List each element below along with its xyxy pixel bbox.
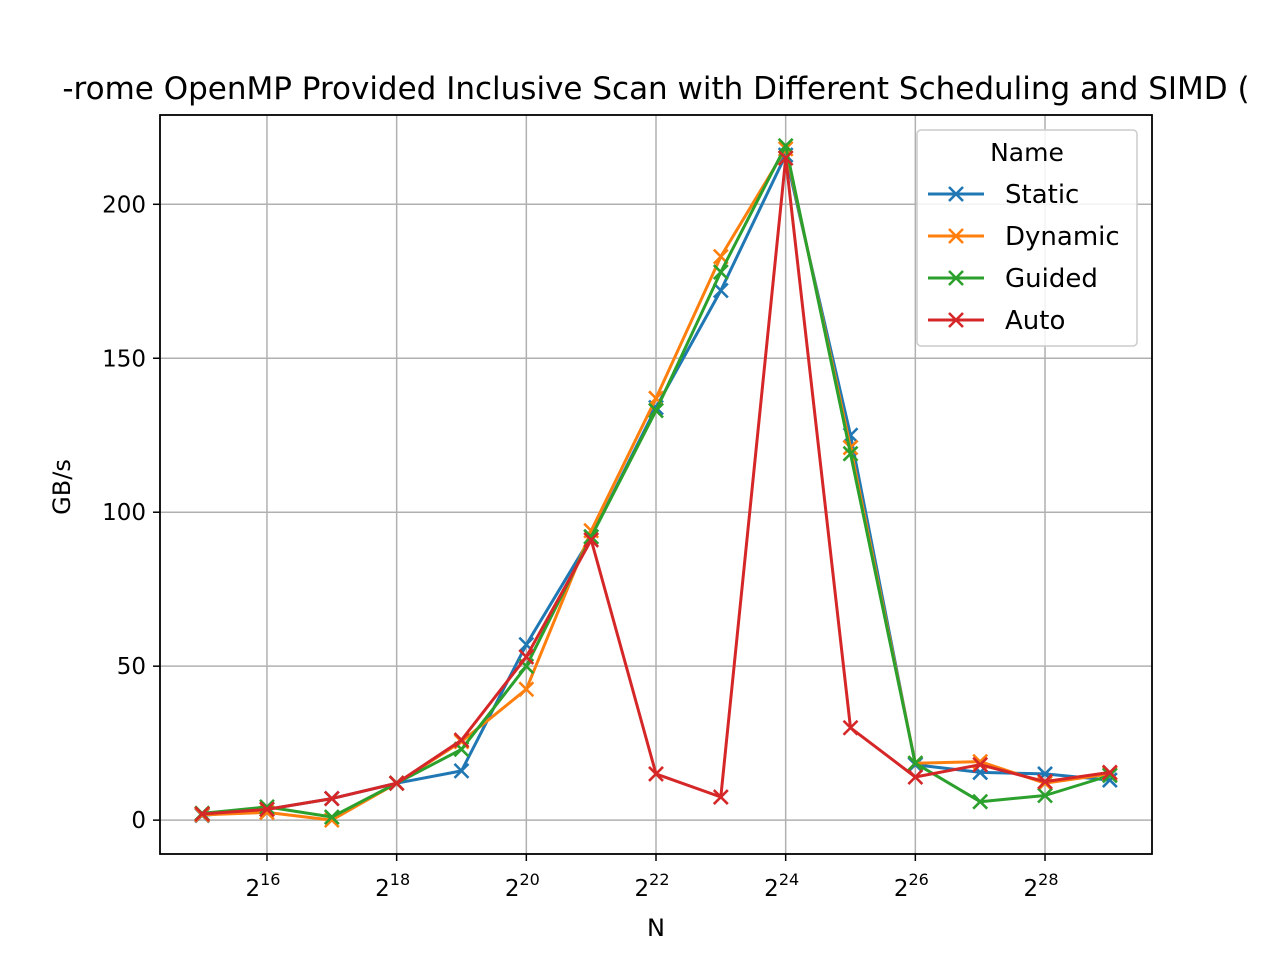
x-tick-exponent: 28	[1038, 870, 1058, 889]
legend-entry-static: Static	[928, 180, 1079, 210]
legend-entry-guided: Guided	[928, 264, 1098, 294]
y-tick-label: 50	[117, 654, 146, 680]
legend-entry-dynamic: Dynamic	[928, 222, 1120, 252]
x-tick-base: 2	[505, 876, 520, 902]
y-tick-label: 200	[102, 192, 146, 218]
x-tick-label: 218	[375, 870, 410, 902]
series-layer	[194, 137, 1118, 829]
legend-box	[916, 129, 1138, 347]
data-point-guided	[712, 264, 729, 280]
data-point-auto	[388, 775, 405, 792]
legend-label-dynamic: Dynamic	[1005, 222, 1120, 252]
x-tick-base: 2	[764, 876, 779, 902]
y-tick-label: 0	[131, 808, 146, 834]
data-point-guided	[583, 528, 600, 545]
data-point-auto	[972, 756, 989, 773]
legend-marker-guided	[948, 270, 964, 286]
data-point-auto	[323, 790, 340, 807]
data-point-guided	[259, 798, 275, 815]
legend-label-static: Static	[1005, 180, 1079, 210]
data-point-guided	[323, 809, 340, 825]
data-point-guided	[777, 137, 794, 154]
x-tick-exponent: 18	[390, 870, 410, 889]
x-tick-label: 220	[505, 870, 540, 902]
x-tick-exponent: 22	[649, 870, 669, 889]
x-tick-label: 222	[635, 870, 670, 902]
data-point-static	[453, 762, 470, 779]
data-point-auto	[777, 150, 794, 167]
legend: Name Static Dynamic Guided Auto	[916, 129, 1138, 347]
data-point-auto	[1037, 773, 1053, 790]
data-point-guided	[1037, 787, 1053, 804]
data-point-auto	[712, 789, 729, 805]
x-tick-exponent: 20	[519, 870, 539, 889]
x-tick-exponent: 24	[779, 870, 799, 889]
chart-title: -rome OpenMP Provided Inclusive Scan wit…	[62, 71, 1249, 107]
legend-marker-static	[948, 186, 964, 202]
data-point-guided	[972, 793, 989, 810]
legend-entry-auto: Auto	[928, 306, 1065, 336]
data-point-auto	[518, 649, 535, 665]
x-tick-base: 2	[375, 876, 390, 902]
legend-label-auto: Auto	[1005, 306, 1065, 336]
data-point-auto	[194, 806, 211, 822]
x-tick-exponent: 26	[908, 870, 928, 889]
legend-title: Name	[990, 138, 1064, 167]
x-tick-base: 2	[245, 876, 260, 902]
x-tick-label: 224	[764, 870, 799, 902]
data-point-auto	[648, 766, 664, 782]
data-point-guided	[907, 755, 924, 772]
data-point-auto	[907, 769, 924, 785]
x-tick-base: 2	[1024, 876, 1039, 902]
legend-marker-auto	[948, 312, 964, 328]
y-axis-label: GB/s	[48, 459, 76, 515]
y-tick-label: 100	[102, 500, 146, 526]
data-point-auto	[583, 532, 600, 548]
x-tick-base: 2	[635, 876, 650, 902]
x-axis-label: N	[647, 914, 665, 942]
data-point-auto	[453, 732, 470, 748]
x-tick-label: 216	[245, 870, 280, 902]
data-point-guided	[842, 445, 859, 462]
data-point-auto	[259, 801, 275, 818]
data-point-auto	[842, 719, 859, 736]
series-auto	[194, 150, 1118, 822]
legend-label-guided: Guided	[1005, 264, 1098, 294]
data-point-guided	[1101, 767, 1118, 784]
data-point-static	[712, 282, 729, 299]
x-tick-label: 228	[1024, 870, 1059, 902]
x-tick-exponent: 16	[260, 870, 280, 889]
data-point-dynamic	[518, 681, 535, 698]
data-point-auto	[1101, 764, 1118, 781]
x-tick-base: 2	[894, 876, 909, 902]
y-tick-label: 150	[102, 346, 146, 372]
legend-marker-dynamic	[948, 228, 964, 244]
x-tick-label: 226	[894, 870, 929, 902]
data-point-guided	[648, 402, 664, 419]
